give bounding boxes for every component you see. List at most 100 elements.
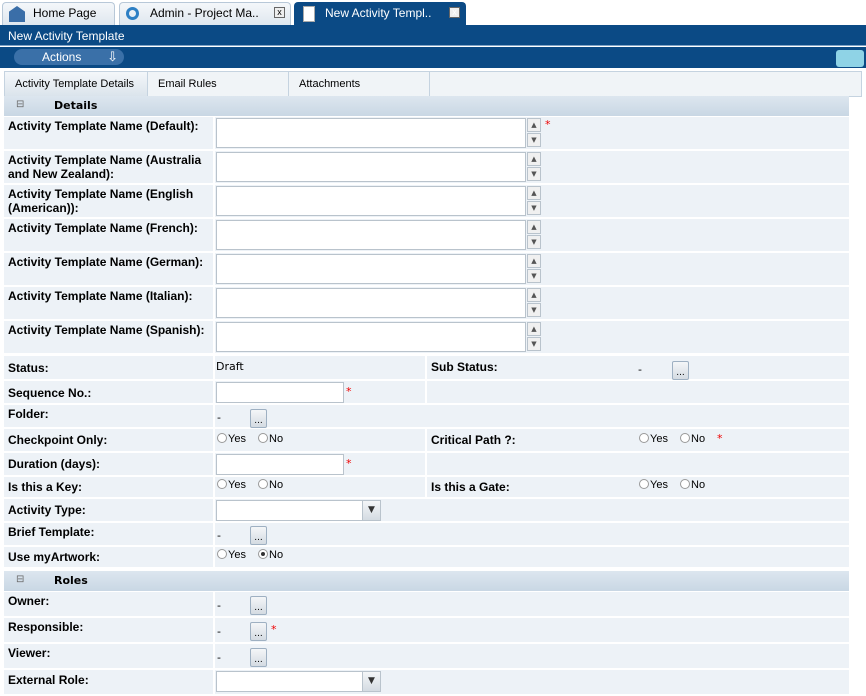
subtab-attachments[interactable]: Attachments [289,72,430,96]
details-section-header[interactable]: ⊟ Details [4,96,849,116]
owner-value: - [217,599,221,612]
actions-button[interactable]: Actions ⇩ [14,49,124,65]
scroll-up-icon[interactable]: ▲ [527,322,541,336]
template-name-input[interactable] [216,152,526,182]
close-icon[interactable]: x [274,7,285,18]
action-bar: Actions ⇩ [0,47,866,68]
brief-template-row: Brief Template: -... [4,522,849,546]
template-name-row: Activity Template Name (German): ▲ ▼ [4,252,849,286]
scroll-down-icon[interactable]: ▼ [527,337,541,351]
template-name-input[interactable] [216,254,526,284]
scroll-up-icon[interactable]: ▲ [527,288,541,302]
responsible-label: Responsible: [8,620,84,634]
sequence-input[interactable] [216,382,344,403]
subtab-email-rules[interactable]: Email Rules [148,72,289,96]
owner-lookup-button[interactable]: ... [250,596,267,615]
template-name-input[interactable] [216,322,526,352]
scroll-up-icon[interactable]: ▲ [527,186,541,200]
collapse-icon[interactable]: ⊟ [16,99,25,110]
template-name-label: Activity Template Name (Default): [8,119,199,133]
template-name-input[interactable] [216,220,526,250]
tab-label: Admin - Project Ma.. [150,6,259,20]
required-marker: * [271,623,277,636]
myartwork-no-radio[interactable]: No [258,549,283,561]
sequence-label: Sequence No.: [8,386,92,400]
critical-no-radio[interactable]: No [680,433,705,445]
sub-status-label: Sub Status: [431,360,498,374]
tab-home-page[interactable]: Home Page [2,2,115,25]
section-title: Roles [54,574,88,587]
brief-template-lookup-button[interactable]: ... [250,526,267,545]
template-name-input[interactable] [216,288,526,318]
owner-label: Owner: [8,594,50,608]
myartwork-row: Use myArtwork: Yes No [4,546,849,568]
responsible-lookup-button[interactable]: ... [250,622,267,641]
duration-row: Duration (days): * [4,452,849,476]
template-name-row: Activity Template Name (Default): ▲ ▼ * [4,116,849,150]
myartwork-yes-radio[interactable]: Yes [217,549,246,561]
sub-status-value: - [638,363,642,376]
template-name-label: Activity Template Name (German): [8,255,204,269]
template-name-row: Activity Template Name (Italian): ▲ ▼ [4,286,849,320]
collapse-icon[interactable]: ⊟ [16,574,25,585]
external-role-select[interactable]: ▼ [216,671,381,692]
checkpoint-yes-radio[interactable]: Yes [217,433,246,445]
checkpoint-no-radio[interactable]: No [258,433,283,445]
checkpoint-row: Checkpoint Only: Yes No Critical Path ?: Y… [4,428,849,452]
key-no-radio[interactable]: No [258,479,283,491]
tab-label: Home Page [33,6,97,20]
scroll-up-icon[interactable]: ▲ [527,118,541,132]
template-name-row: Activity Template Name (Australia and Ne… [4,150,849,184]
scroll-down-icon[interactable]: ▼ [527,269,541,283]
close-icon[interactable]: x [449,7,460,18]
home-icon [9,6,25,22]
status-row: Status: Draft Sub Status: -... [4,355,849,380]
page-title: New Activity Template [0,25,866,46]
activity-type-select[interactable]: ▼ [216,500,381,521]
scroll-down-icon[interactable]: ▼ [527,201,541,215]
key-yes-radio[interactable]: Yes [217,479,246,491]
required-marker: * [717,432,723,445]
scroll-down-icon[interactable]: ▼ [527,235,541,249]
tab-new-activity-template[interactable]: New Activity Templ.. x [294,2,466,25]
template-name-input[interactable] [216,186,526,216]
key-label: Is this a Key: [8,480,83,494]
template-name-row: Activity Template Name (French): ▲ ▼ [4,218,849,252]
owner-row: Owner: -... [4,591,849,617]
brief-template-label: Brief Template: [8,525,95,539]
status-label: Status: [8,361,49,375]
duration-input[interactable] [216,454,344,475]
viewer-lookup-button[interactable]: ... [250,648,267,667]
template-name-label: Activity Template Name (Spanish): [8,323,205,337]
gear-icon [126,7,139,20]
template-name-label: Activity Template Name (Australia and Ne… [8,153,202,181]
required-marker: * [545,118,551,131]
folder-lookup-button[interactable]: ... [250,409,267,428]
subtab-details[interactable]: Activity Template Details [5,72,148,96]
scroll-up-icon[interactable]: ▲ [527,254,541,268]
critical-yes-radio[interactable]: Yes [639,433,668,445]
template-name-input[interactable] [216,118,526,148]
required-marker: * [346,385,352,398]
scroll-up-icon[interactable]: ▲ [527,220,541,234]
viewer-value: - [217,651,221,664]
template-name-label: Activity Template Name (Italian): [8,289,193,303]
gate-yes-radio[interactable]: Yes [639,479,668,491]
brief-template-value: - [217,529,221,542]
scroll-down-icon[interactable]: ▼ [527,303,541,317]
gate-no-radio[interactable]: No [680,479,705,491]
viewer-row: Viewer: -... [4,643,849,669]
actions-label: Actions [42,50,82,64]
tab-admin[interactable]: Admin - Project Ma.. x [119,2,291,25]
window-icon[interactable] [836,50,864,67]
scroll-up-icon[interactable]: ▲ [527,152,541,166]
external-role-row: External Role: ▼ [4,669,849,695]
scroll-down-icon[interactable]: ▼ [527,133,541,147]
sub-status-lookup-button[interactable]: ... [672,361,689,380]
roles-section-header[interactable]: ⊟ Roles [4,571,849,591]
chevron-down-icon: ▼ [362,672,380,691]
tab-bar: Home Page Admin - Project Ma.. x New Acti… [0,0,866,25]
scroll-down-icon[interactable]: ▼ [527,167,541,181]
chevron-down-icon: ▼ [362,501,380,520]
section-title: Details [54,99,98,112]
